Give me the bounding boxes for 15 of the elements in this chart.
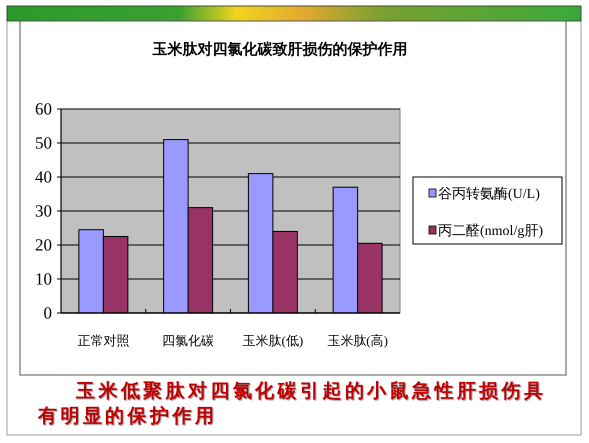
chart-title: 玉米肽对四氯化碳致肝损伤的保护作用 [152, 40, 408, 58]
y-tick-label: 20 [35, 236, 52, 254]
y-tick-label: 0 [44, 304, 52, 322]
y-tick-label: 60 [35, 100, 52, 118]
text: 玉米低聚肽对四氯化碳引起的小鼠急性肝损伤具有明显的保护作用 [38, 379, 548, 429]
legend-label: 谷丙转氨酶(U/L) [438, 186, 540, 202]
x-tick-label: 玉米肽(低) [242, 333, 304, 348]
y-tick-label: 40 [35, 168, 52, 186]
x-tick-label: 玉米肽(高) [327, 333, 388, 348]
x-tick-label: 正常对照 [77, 333, 130, 348]
y-tick-label: 50 [35, 134, 52, 152]
y-tick-label: 10 [35, 270, 52, 288]
y-tick-label: 30 [35, 202, 52, 220]
legend-label: 丙二醛(nmol/g肝) [438, 223, 544, 239]
x-tick-label: 四氯化碳 [162, 333, 214, 348]
